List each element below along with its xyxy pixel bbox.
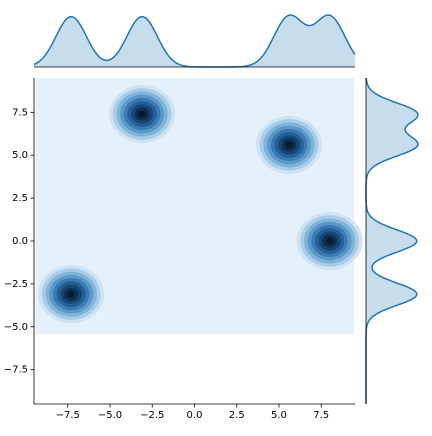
kde-blob [296, 212, 363, 270]
y-tick-label: −7.5 [4, 365, 28, 376]
x-tick-label: 7.5 [313, 410, 329, 421]
y-tick-label: −5.0 [4, 322, 28, 333]
x-tick-label: 0.0 [187, 410, 203, 421]
x-tick-label: 5.0 [271, 410, 287, 421]
kde-blob [256, 115, 323, 174]
kde-contour [67, 290, 75, 298]
x-marginal-fill [34, 15, 355, 67]
y-marginal-fill [366, 78, 418, 404]
y-tick-label: 2.5 [12, 193, 28, 204]
kde-contour [285, 141, 293, 149]
kde-blob [38, 265, 105, 324]
x-tick-label: −7.5 [56, 410, 80, 421]
kde-contour [325, 237, 334, 245]
x-tick-label: −5.0 [98, 410, 122, 421]
kde-blob [109, 85, 176, 144]
y-tick-label: 7.5 [12, 107, 28, 118]
y-tick-label: 5.0 [12, 150, 28, 161]
kde-contour [138, 110, 146, 118]
y-tick-label: 0.0 [12, 236, 28, 247]
x-tick-label: −2.5 [140, 410, 164, 421]
x-tick-label: 2.5 [229, 410, 245, 421]
y-tick-label: −2.5 [4, 279, 28, 290]
